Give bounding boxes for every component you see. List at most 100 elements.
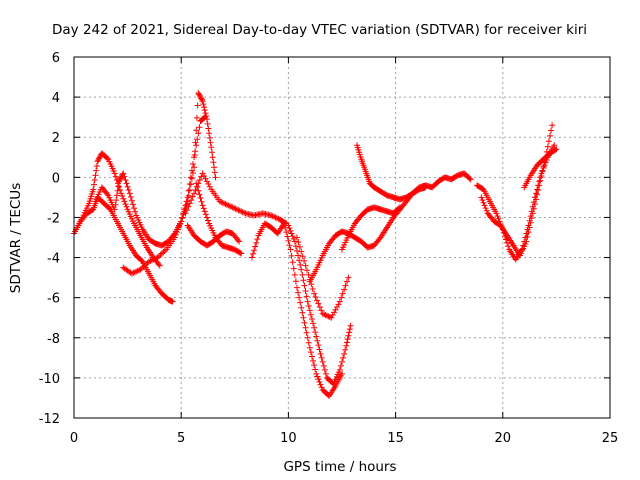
data-point: [154, 254, 161, 261]
y-tick-label: -2: [47, 211, 60, 226]
data-point: [199, 202, 206, 209]
y-tick-label: 6: [52, 51, 60, 66]
data-point: [316, 346, 323, 353]
axis-ticks: -12 -10 -8 -6 -4 -2 0 2 4 6 0 5 10 15 20 25: [39, 51, 619, 446]
data-point: [321, 311, 328, 318]
data-point: [315, 300, 322, 307]
data-point: [198, 173, 205, 180]
data-point: [284, 233, 291, 240]
data-point: [346, 326, 353, 333]
data-point: [251, 247, 258, 254]
data-point: [269, 213, 276, 220]
x-tick-label: 0: [70, 431, 78, 446]
data-point: [225, 202, 232, 209]
data-point: [201, 172, 208, 179]
data-point: [252, 243, 259, 250]
data-point: [113, 192, 120, 199]
data-point: [211, 164, 218, 171]
data-point: [536, 182, 543, 189]
data-point: [198, 198, 205, 205]
data-point: [205, 217, 211, 224]
data-point: [466, 175, 473, 182]
data-point: [193, 127, 200, 134]
data-point: [376, 235, 383, 242]
data-point: [307, 349, 314, 356]
data-point: [295, 252, 302, 259]
data-point: [534, 186, 541, 193]
data-point: [298, 304, 305, 311]
data-point: [169, 298, 176, 305]
data-point: [549, 122, 556, 129]
data-point: [312, 329, 319, 336]
data-point: [229, 204, 236, 211]
data-point: [195, 130, 202, 137]
data-point: [116, 178, 123, 185]
data-point: [311, 290, 318, 297]
data-point: [118, 172, 125, 179]
data-point: [192, 139, 199, 146]
data-point: [199, 170, 206, 177]
data-point: [126, 190, 133, 197]
data-point: [216, 198, 223, 205]
data-point: [467, 176, 474, 183]
data-point: [250, 250, 257, 257]
data-point: [133, 268, 140, 275]
data-point: [533, 196, 540, 203]
data-point: [200, 205, 207, 212]
data-point: [129, 201, 136, 208]
data-point: [254, 236, 261, 243]
data-point: [172, 231, 179, 238]
data-point: [174, 226, 181, 233]
data-point: [188, 175, 195, 182]
data-point: [534, 191, 541, 198]
data-point: [132, 208, 139, 215]
data-point: [303, 293, 310, 300]
data-point: [343, 342, 350, 349]
data-point: [121, 198, 128, 205]
data-point: [189, 169, 196, 176]
series-track-6: [193, 180, 245, 257]
data-point: [209, 154, 216, 161]
data-point: [117, 175, 124, 182]
data-point: [530, 205, 537, 212]
data-point: [158, 250, 165, 257]
data-point: [187, 181, 194, 188]
data-point: [273, 215, 280, 222]
data-point: [341, 286, 348, 293]
data-point: [96, 154, 103, 161]
data-point: [178, 218, 185, 225]
data-point: [332, 306, 339, 313]
data-point: [112, 173, 119, 180]
data-point: [173, 229, 180, 236]
data-point: [312, 366, 319, 373]
data-point: [192, 187, 199, 194]
data-point: [193, 114, 200, 121]
data-point: [311, 362, 318, 369]
data-point: [538, 172, 545, 179]
data-point: [191, 164, 198, 171]
data-point: [207, 139, 214, 146]
data-point: [106, 205, 113, 212]
data-point: [300, 314, 307, 321]
data-point: [308, 316, 315, 323]
data-point: [232, 205, 239, 212]
data-point: [495, 215, 502, 222]
data-point: [186, 187, 193, 194]
data-point: [287, 246, 294, 253]
data-point: [111, 170, 118, 177]
data-point: [208, 149, 215, 156]
data-point: [210, 159, 217, 166]
data-point: [302, 324, 309, 331]
data-point: [291, 238, 298, 245]
data-point: [196, 177, 203, 184]
data-point: [131, 205, 138, 212]
data-point: [545, 138, 552, 145]
data-point: [90, 186, 97, 193]
data-point: [308, 353, 315, 360]
data-point: [212, 174, 219, 181]
series-track-13: [354, 142, 429, 203]
data-point: [119, 193, 126, 200]
series-track-10: [293, 234, 352, 321]
data-point: [197, 94, 204, 101]
data-point: [303, 267, 310, 274]
